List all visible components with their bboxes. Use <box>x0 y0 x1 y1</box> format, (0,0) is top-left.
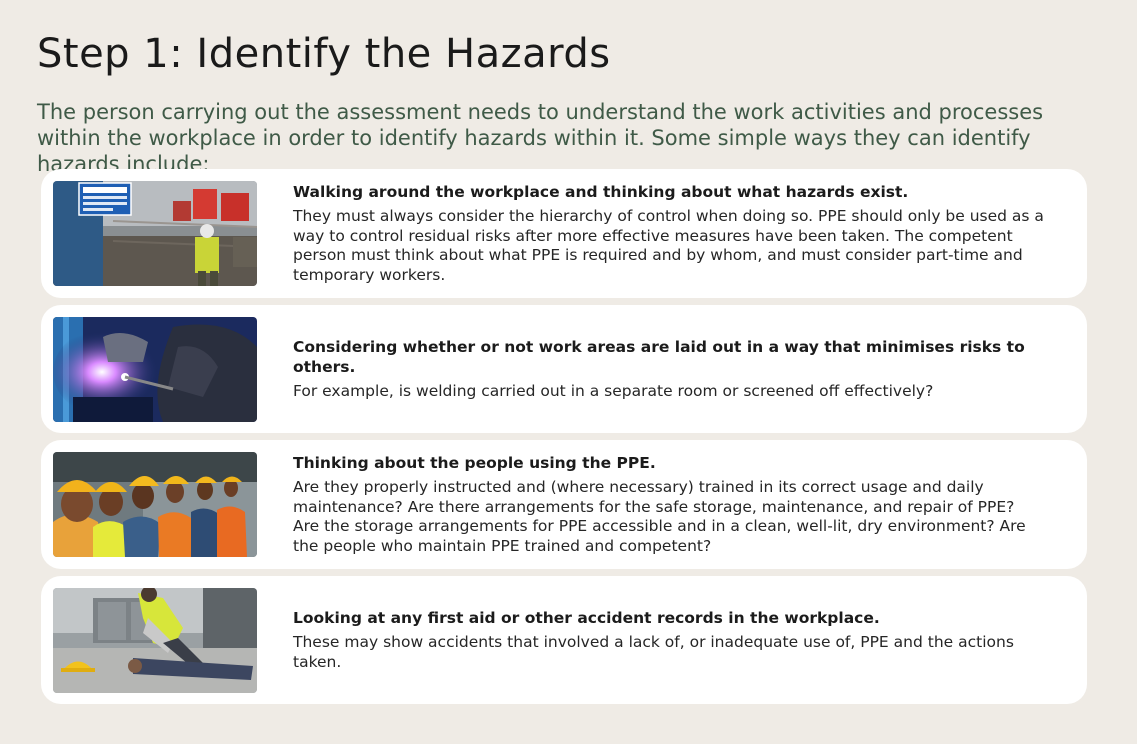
hazard-card-body: These may show accidents that involved a… <box>293 633 1014 671</box>
hazard-card: Looking at any first aid or other accide… <box>41 576 1087 704</box>
hazard-card: Walking around the workplace and thinkin… <box>41 169 1087 298</box>
workers-hard-hats-image <box>53 452 257 557</box>
hazard-card-heading: Thinking about the people using the PPE. <box>293 454 656 472</box>
hazard-card-text: Looking at any first aid or other accide… <box>293 608 1075 672</box>
hazard-card-heading: Considering whether or not work areas ar… <box>293 337 1025 376</box>
first-aid-accident-image <box>53 587 257 693</box>
hazard-card-heading: Walking around the workplace and thinkin… <box>293 183 909 201</box>
hazard-card-heading: Looking at any first aid or other accide… <box>293 609 880 627</box>
construction-site-image <box>53 181 257 286</box>
hazard-card: Thinking about the people using the PPE.… <box>41 440 1087 569</box>
hazard-card-text: Considering whether or not work areas ar… <box>293 337 1075 402</box>
intro-paragraph: The person carrying out the assessment n… <box>37 100 1044 176</box>
hazard-card-body: They must always consider the hierarchy … <box>293 207 1044 284</box>
hazard-card: Considering whether or not work areas ar… <box>41 305 1087 433</box>
page-title: Step 1: Identify the Hazards <box>37 31 611 77</box>
welding-image <box>53 316 257 422</box>
hazard-card-body: Are they properly instructed and (where … <box>293 478 1026 555</box>
hazard-card-text: Thinking about the people using the PPE.… <box>293 453 1075 556</box>
hazard-card-body: For example, is welding carried out in a… <box>293 381 934 400</box>
hazard-cards-list: Walking around the workplace and thinkin… <box>41 169 1087 711</box>
hazard-card-text: Walking around the workplace and thinkin… <box>293 182 1075 285</box>
